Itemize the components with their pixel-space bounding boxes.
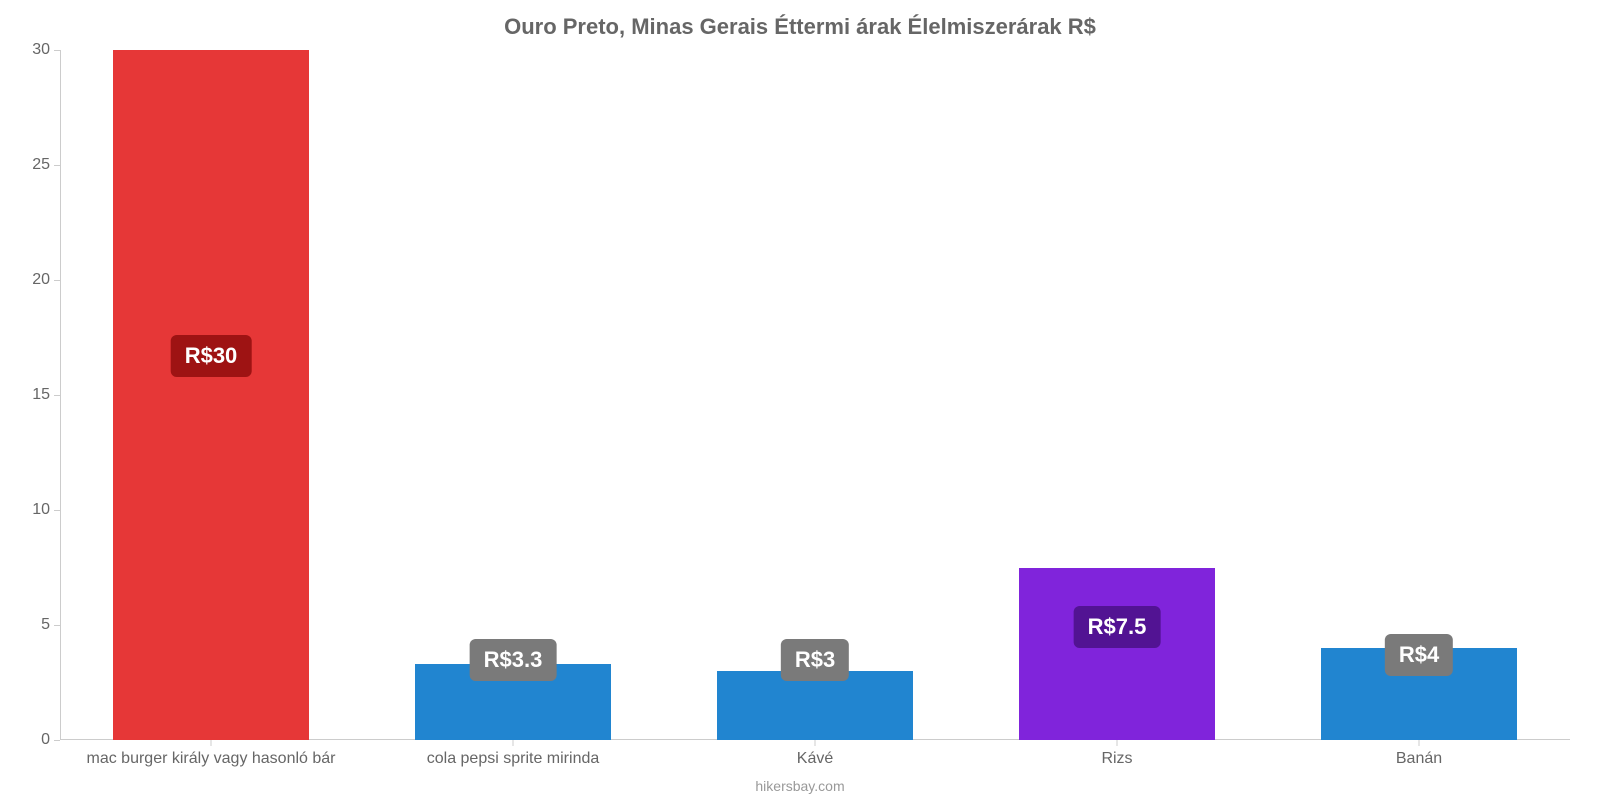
value-label: R$7.5 (1074, 606, 1161, 648)
value-label: R$3 (781, 639, 849, 681)
y-tick-mark (54, 625, 60, 626)
y-tick-mark (54, 165, 60, 166)
x-tick-mark (513, 740, 514, 746)
value-label: R$3.3 (470, 639, 557, 681)
bar (717, 671, 913, 740)
price-bar-chart: Ouro Preto, Minas Gerais Éttermi árak Él… (0, 0, 1600, 800)
bar (113, 50, 309, 740)
y-tick-mark (54, 280, 60, 281)
chart-credit: hikersbay.com (0, 778, 1600, 794)
x-tick-label: Banán (1396, 750, 1442, 768)
x-tick-label: Rizs (1101, 750, 1132, 768)
x-tick-label: Kávé (797, 750, 833, 768)
bar (1019, 568, 1215, 741)
value-label: R$4 (1385, 634, 1453, 676)
x-tick-label: mac burger király vagy hasonló bár (86, 750, 335, 768)
y-tick-mark (54, 50, 60, 51)
x-tick-mark (815, 740, 816, 746)
y-tick-mark (54, 510, 60, 511)
y-axis-line (60, 50, 61, 740)
y-tick-mark (54, 740, 60, 741)
x-tick-mark (1117, 740, 1118, 746)
chart-title: Ouro Preto, Minas Gerais Éttermi árak Él… (0, 14, 1600, 40)
x-tick-label: cola pepsi sprite mirinda (427, 750, 600, 768)
value-label: R$30 (171, 335, 252, 377)
x-tick-mark (211, 740, 212, 746)
x-tick-mark (1419, 740, 1420, 746)
y-tick-mark (54, 395, 60, 396)
plot-area: 051015202530R$30mac burger király vagy h… (60, 50, 1570, 740)
